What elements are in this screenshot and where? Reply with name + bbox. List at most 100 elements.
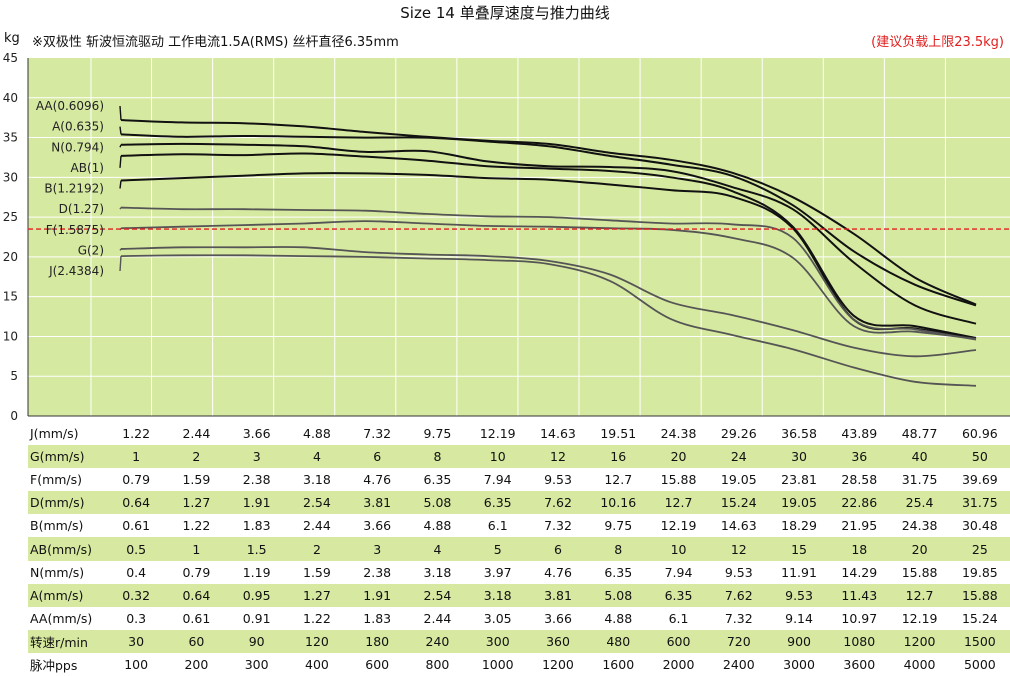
table-cell: 7.32 — [724, 610, 753, 626]
table-cell: 6 — [347, 445, 408, 469]
table-cell: 19.05 — [720, 472, 757, 488]
table-cell: 1.22 — [303, 610, 331, 626]
table-cell: 60.96 — [961, 426, 998, 442]
table-cell: 30 — [768, 445, 830, 469]
table-cell: 50 — [949, 445, 1010, 469]
table-cell: 2000 — [662, 656, 695, 672]
table-cell: 4.76 — [544, 564, 572, 580]
table-cell: 12.19 — [660, 518, 697, 534]
table-row: AB(mm/s) 0.5 1 1.5 2 3 4 5 6 8 10 12 15 18 20 25 — [28, 537, 1010, 561]
series-leader-3 — [119, 155, 122, 168]
table-cell: 200 — [184, 656, 209, 672]
table-cell: 3.66 — [544, 610, 572, 626]
table-cell: 0.4 — [126, 564, 147, 580]
table-cell: 0.79 — [182, 564, 211, 580]
table-cell: 480 — [588, 629, 649, 653]
table-row: 脉冲pps 100 200 300 400 600 800 1000 1200 1600 2000 2… — [28, 653, 1010, 676]
table-cell: 180 — [347, 629, 408, 653]
series-line-3 — [120, 152, 977, 339]
table-cell: 25 — [949, 537, 1010, 561]
table-cell: 2 — [286, 537, 348, 561]
y-tick-label: 0 — [10, 409, 18, 422]
table-cell: 10 — [648, 537, 709, 561]
table-cell: 39.69 — [961, 472, 998, 488]
series-label: J(2.4384) — [48, 264, 104, 278]
table-cell: 240 — [407, 629, 468, 653]
table-cell: 3.18 — [303, 472, 331, 488]
table-cell: 1500 — [949, 629, 1010, 653]
table-cell: 9.75 — [604, 518, 633, 534]
table-cell: 15.88 — [901, 564, 938, 580]
row-label: F(mm/s) — [30, 472, 83, 488]
table-cell: 0.64 — [166, 583, 227, 607]
table-cell: 14.63 — [540, 426, 576, 442]
table-cell: 30 — [106, 629, 167, 653]
table-cell: 7.62 — [708, 583, 769, 607]
table-cell: 0.32 — [106, 583, 167, 607]
row-label: G(mm/s) — [28, 445, 106, 469]
table-cell: 4.88 — [604, 610, 633, 626]
table-cell: 3000 — [783, 656, 815, 672]
row-label: A(mm/s) — [28, 583, 106, 607]
table-cell: 8 — [407, 445, 468, 469]
table-cell: 1200 — [889, 629, 950, 653]
table-cell: 28.58 — [841, 472, 878, 488]
table-cell: 1.27 — [286, 583, 348, 607]
table-cell: 360 — [527, 629, 589, 653]
table-cell: 1 — [166, 537, 227, 561]
table-cell: 12.19 — [901, 610, 938, 626]
table-cell: 4.76 — [363, 472, 392, 488]
table-cell: 15.88 — [949, 583, 1010, 607]
table-cell: 800 — [425, 656, 450, 672]
table-cell: 7.62 — [527, 491, 589, 515]
table-cell: 15.88 — [660, 472, 697, 488]
table-cell: 600 — [648, 629, 709, 653]
y-tick-label: 45 — [3, 51, 18, 65]
series-leader-4 — [119, 180, 122, 189]
table-row: A(mm/s) 0.32 0.64 0.95 1.27 1.91 2.54 3.18 3.81 5… — [28, 583, 1010, 607]
table-cell: 25.4 — [889, 491, 950, 515]
table-cell: 12 — [708, 537, 769, 561]
speed-table: J(mm/s) 1.22 2.44 3.66 4.88 7.32 9.75 12.19 14.6… — [28, 422, 1010, 676]
table-cell: 9.53 — [724, 564, 753, 580]
table-cell: 5.08 — [588, 583, 649, 607]
table-cell: 24.38 — [660, 426, 697, 442]
series-label: F(1.5875) — [46, 223, 104, 237]
row-label: D(mm/s) — [28, 491, 106, 515]
table-cell: 3.05 — [483, 610, 512, 626]
table-cell: 3.66 — [242, 426, 271, 442]
table-cell: 1600 — [602, 656, 635, 672]
table-cell: 2.38 — [242, 472, 271, 488]
series-labels: AA(0.6096) A(0.635) N(0.794) AB(1) B(1.2192)… — [36, 99, 104, 278]
y-tick-label: 30 — [3, 170, 18, 184]
table-cell: 6.35 — [423, 472, 452, 488]
table-cell: 1.83 — [363, 610, 392, 626]
table-cell: 0.64 — [106, 491, 167, 515]
table-cell: 90 — [226, 629, 287, 653]
series-label: N(0.794) — [51, 140, 104, 154]
table-cell: 6.1 — [487, 518, 508, 534]
table-cell: 10 — [467, 445, 528, 469]
chart-title: Size 14 单叠厚速度与推力曲线 — [400, 4, 610, 22]
table-cell: 19.85 — [961, 564, 998, 580]
series-label: G(2) — [78, 243, 104, 257]
table-cell: 2400 — [722, 656, 755, 672]
table-cell: 5 — [467, 537, 528, 561]
table-cell: 8 — [588, 537, 649, 561]
chart-subtitle: ※双极性 斩波恒流驱动 工作电流1.5A(RMS) 丝杆直径6.35mm — [32, 35, 399, 50]
table-cell: 2.44 — [182, 426, 211, 442]
y-tick-label: 25 — [3, 210, 18, 224]
y-tick-label: 20 — [3, 250, 18, 264]
table-cell: 9.53 — [768, 583, 830, 607]
table-cell: 0.95 — [226, 583, 287, 607]
table-cell: 6 — [527, 537, 589, 561]
table-cell: 3 — [347, 537, 408, 561]
table-cell: 24 — [708, 445, 769, 469]
table-cell: 7.94 — [483, 472, 512, 488]
table-cell: 12.7 — [648, 491, 709, 515]
table-cell: 11.43 — [829, 583, 890, 607]
y-tick-label: 10 — [3, 329, 18, 343]
series-label: AB(1) — [71, 161, 104, 175]
row-label: 转速r/min — [28, 629, 106, 653]
table-row: D(mm/s) 0.64 1.27 1.91 2.54 3.81 5.08 6.35 7.62 1… — [28, 491, 1010, 515]
